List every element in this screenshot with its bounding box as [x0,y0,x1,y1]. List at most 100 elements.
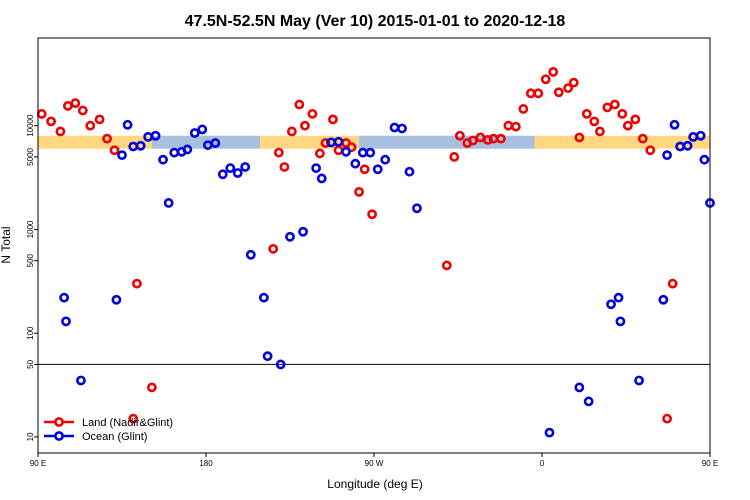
data-point-ocean-29 [311,163,322,174]
data-point-land-47 [568,77,579,88]
data-point-land-1 [46,116,56,127]
data-point-land-16 [286,126,297,137]
data-point-ocean-9 [150,130,161,141]
data-point-ocean-45 [583,396,594,407]
data-point-land-31 [454,130,465,141]
data-point-ocean-35 [357,147,368,158]
data-point-ocean-30 [316,173,327,184]
y-tick-label-4: 1000 [26,220,35,238]
data-point-ocean-38 [380,154,391,165]
data-point-land-30 [449,152,460,162]
data-point-ocean-39 [389,122,400,133]
data-point-land-44 [548,66,559,77]
data-point-land-4 [70,98,81,109]
data-point-ocean-37 [372,164,383,175]
data-point-ocean-21 [232,168,243,178]
data-point-land-56 [630,114,641,125]
data-point-ocean-16 [197,124,208,135]
data-point-ocean-7 [135,140,146,151]
data-point-land-2 [55,126,66,137]
data-point-land-0 [36,108,47,119]
data-point-land-52 [602,102,613,113]
y-axis-label: N Total [0,226,13,263]
x-tick-label-1: 180 [199,459,213,468]
data-point-land-25 [346,142,357,153]
data-point-ocean-12 [169,147,180,158]
background-band-0 [38,135,152,149]
data-point-ocean-15 [189,128,200,138]
data-point-land-8 [102,133,112,144]
data-point-land-14 [273,147,284,158]
data-point-ocean-40 [397,123,407,134]
chart-title: 47.5N-52.5N May (Ver 10) 2015-01-01 to 2… [185,13,566,30]
data-point-land-9 [109,145,120,156]
data-point-land-53 [609,99,620,110]
data-point-land-7 [94,114,105,125]
data-point-land-51 [594,126,605,137]
data-point-ocean-26 [275,359,286,370]
data-point-land-13 [268,243,279,254]
y-tick-label-6: 10000 [26,114,35,137]
data-point-land-20 [314,148,325,159]
data-point-land-45 [553,87,564,98]
data-point-ocean-47 [613,292,624,303]
data-point-land-57 [637,133,648,144]
data-point-ocean-27 [285,231,295,242]
data-point-land-37 [496,133,506,144]
y-tick-label-0: 10 [26,432,35,441]
data-point-ocean-25 [262,351,273,362]
series-points [36,66,715,438]
data-point-ocean-41 [404,166,415,177]
data-point-land-59 [662,413,672,424]
data-point-ocean-46 [606,299,616,310]
legend: Land (Nadir&Glint) Ocean (Glint) [44,417,173,443]
data-point-land-35 [482,134,493,145]
data-point-land-18 [300,120,310,131]
x-axis-label: Longitude (deg E) [327,477,422,491]
data-point-ocean-24 [258,292,269,303]
data-point-ocean-34 [350,158,361,169]
data-point-ocean-18 [210,138,221,148]
data-point-land-38 [503,120,514,131]
data-point-land-43 [540,74,551,85]
data-point-ocean-51 [662,150,672,161]
data-point-ocean-20 [225,163,236,174]
data-point-land-5 [77,105,88,116]
data-point-land-49 [581,108,592,119]
data-point-land-28 [367,209,378,220]
data-point-ocean-2 [76,375,86,386]
data-point-land-29 [441,260,452,271]
y-tick-label-5: 5000 [26,147,35,165]
data-point-land-46 [563,83,574,94]
data-point-ocean-3 [111,294,122,305]
data-point-land-23 [333,145,344,156]
data-point-ocean-50 [658,294,669,305]
plot-frame [37,37,711,454]
x-tick-label-3: 0 [540,459,545,468]
data-point-ocean-10 [158,154,168,165]
data-point-land-6 [85,120,96,131]
data-point-ocean-52 [669,119,680,130]
data-point-land-40 [518,104,529,114]
data-point-ocean-36 [365,147,376,158]
data-point-ocean-33 [341,146,351,157]
background-band-3 [359,135,535,149]
data-point-land-41 [525,88,536,99]
data-point-ocean-57 [699,154,710,165]
data-point-land-12 [146,382,157,393]
data-point-ocean-4 [117,150,127,161]
data-point-land-17 [294,99,305,110]
y-tick-label-3: 500 [26,253,35,267]
legend-label-1: Ocean (Glint) [82,431,147,443]
x-tick-label-0: 90 E [30,459,46,468]
data-point-land-60 [667,278,678,289]
data-point-ocean-0 [59,292,70,303]
data-point-land-15 [279,162,290,172]
data-point-ocean-44 [574,382,585,393]
data-point-ocean-54 [682,140,693,151]
legend-swatch-marker-0 [54,417,64,427]
data-point-land-3 [62,101,73,111]
data-point-land-42 [533,88,544,99]
data-point-land-58 [645,145,656,156]
